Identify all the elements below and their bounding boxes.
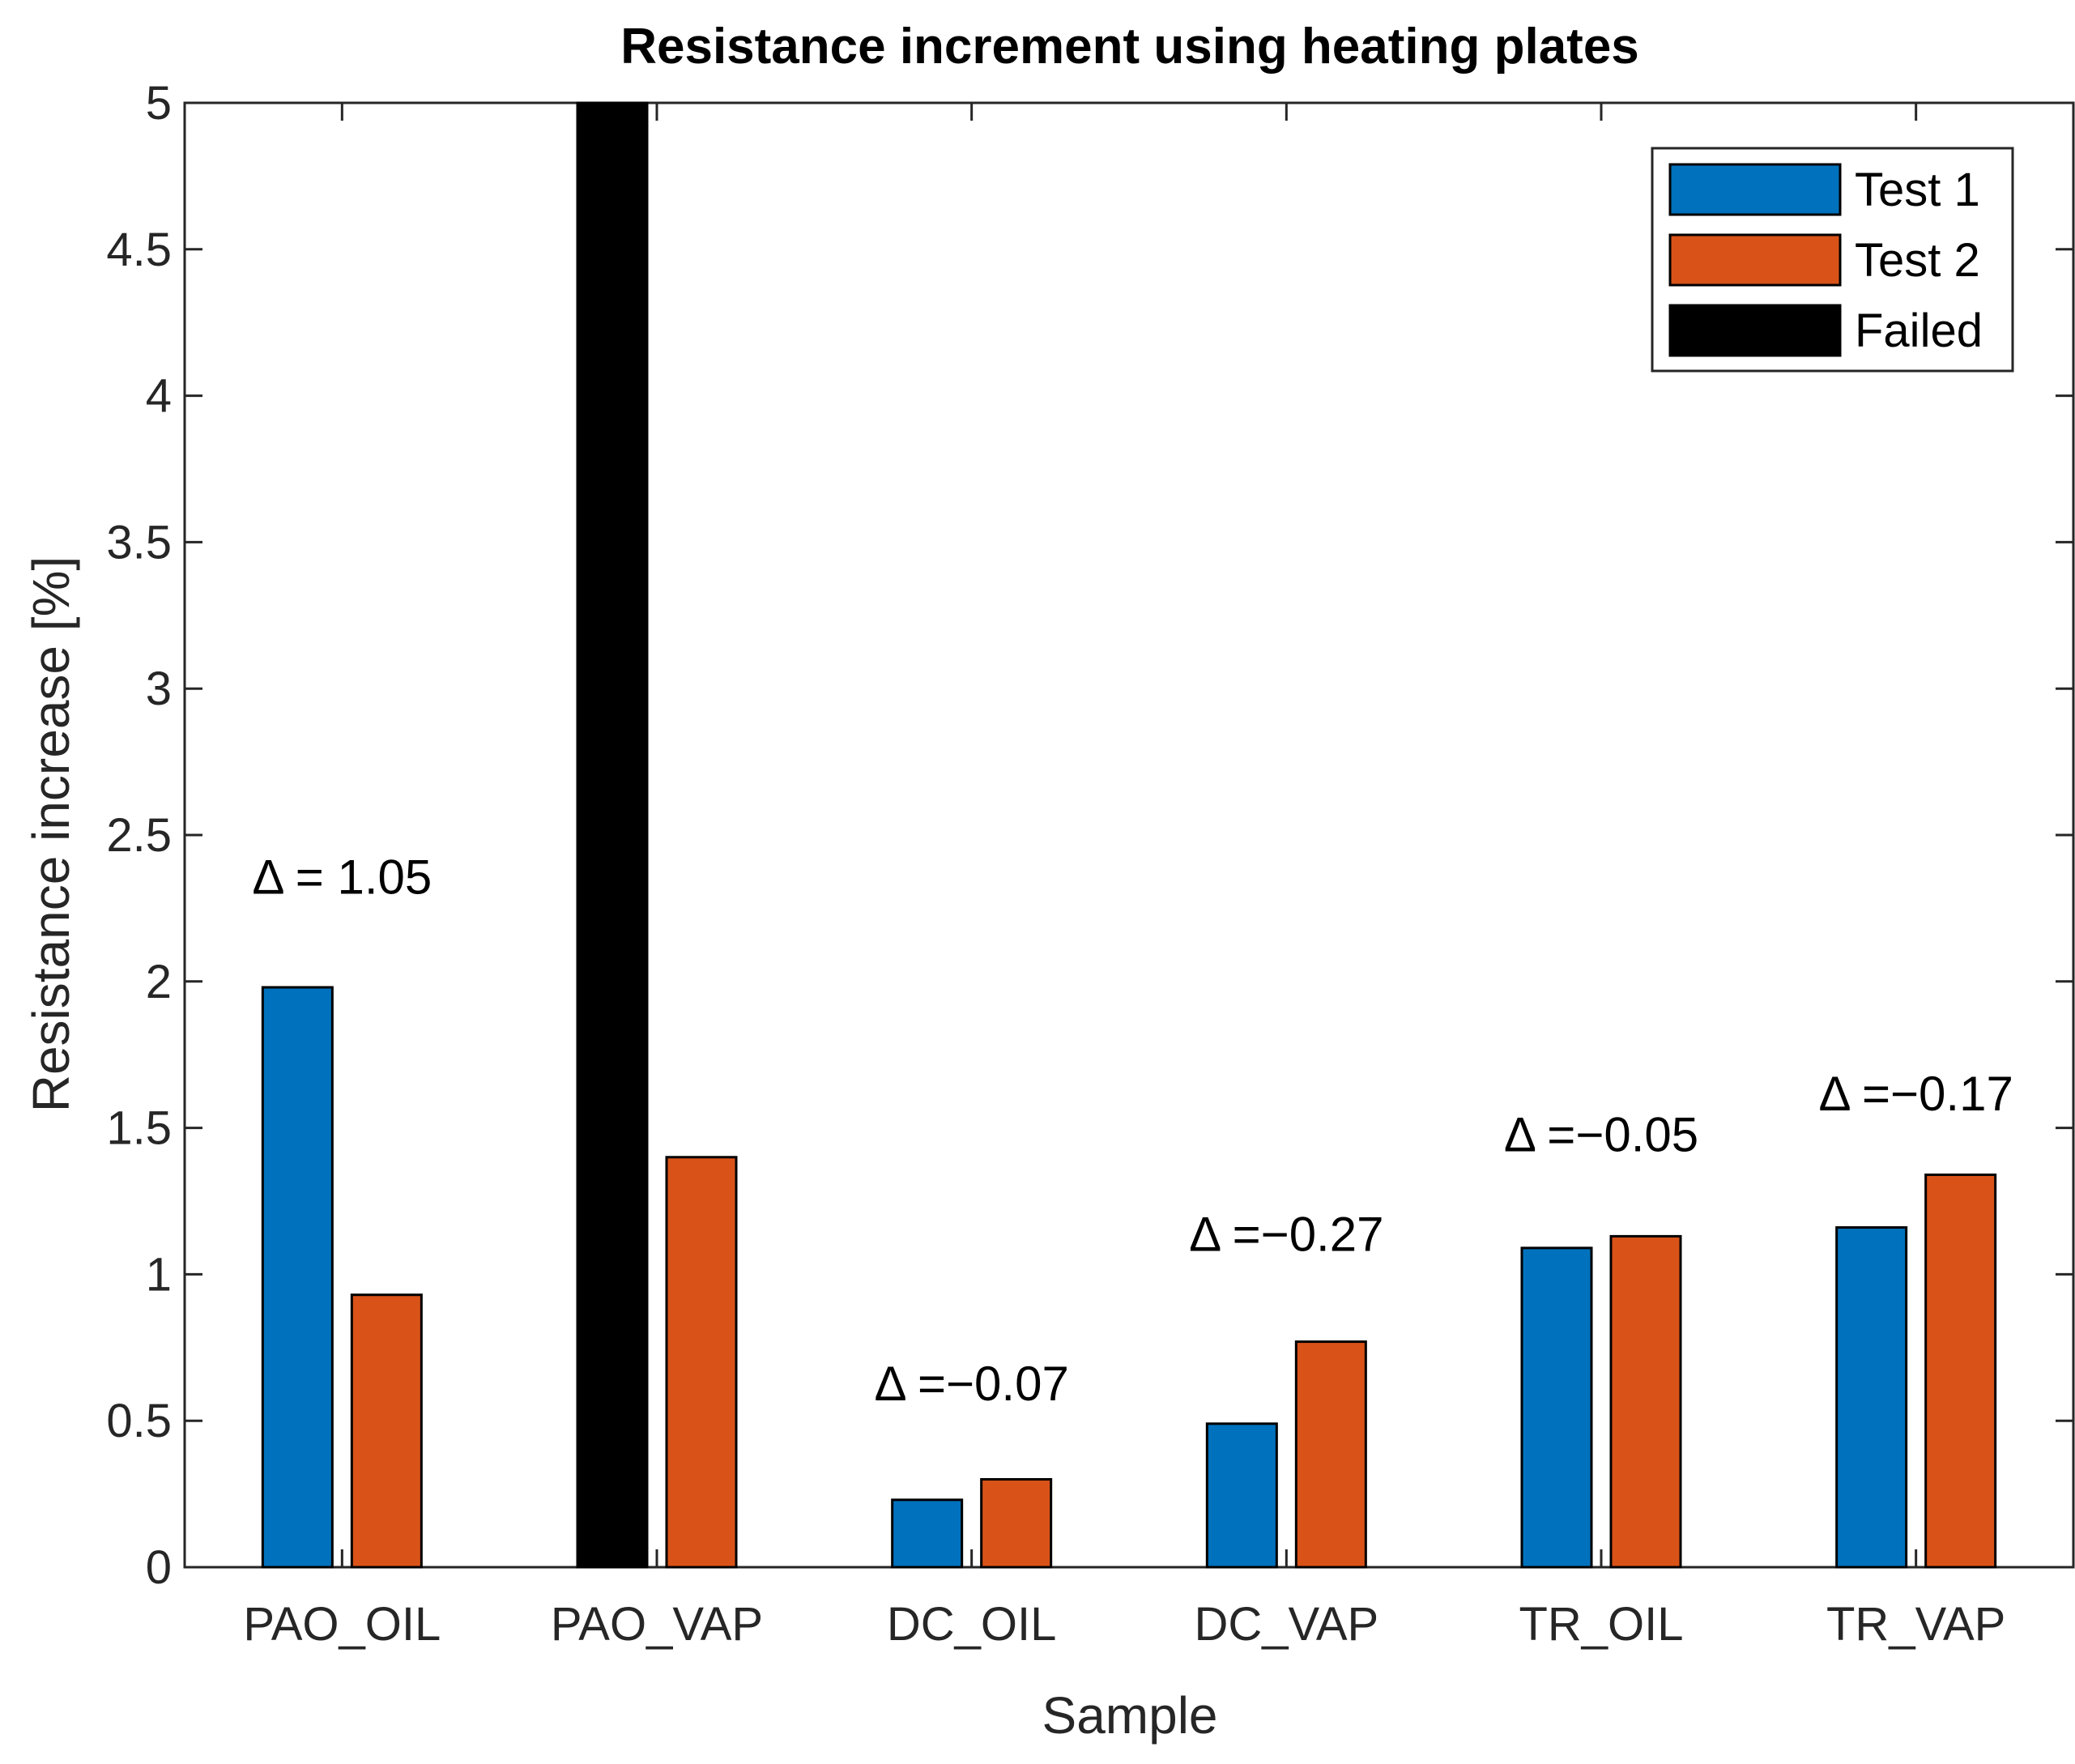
- bar-failed-pao_vap: [576, 101, 649, 1569]
- y-tick-label: 2.5: [106, 809, 172, 862]
- x-tick-label: DC_OIL: [887, 1598, 1057, 1651]
- bar-test-1-dc_vap: [1205, 1422, 1278, 1569]
- y-tick-label: 1.5: [106, 1102, 172, 1155]
- legend-swatch: [1668, 304, 1842, 357]
- y-axis-label: Resistance increase [%]: [22, 556, 80, 1113]
- bar-test-2-pao_oil: [350, 1293, 423, 1569]
- x-tick-label: PAO_OIL: [243, 1598, 441, 1651]
- y-tick-label: 4: [146, 370, 172, 423]
- y-tick-label: 1: [146, 1248, 172, 1301]
- x-axis-label: Sample: [1042, 1686, 1218, 1745]
- y-tick-label: 3: [146, 663, 172, 715]
- bar-test-2-dc_oil: [980, 1478, 1053, 1569]
- y-tick-label: 0: [146, 1541, 172, 1594]
- bar-test-1-dc_oil: [891, 1498, 964, 1569]
- bar-test-2-tr_vap: [1924, 1173, 1997, 1569]
- delta-annotation: Δ =−0.05: [1504, 1108, 1698, 1162]
- x-tick-label: TR_VAP: [1826, 1598, 2005, 1651]
- x-tick-label: DC_VAP: [1194, 1598, 1378, 1651]
- bar-test-1-pao_oil: [261, 986, 334, 1569]
- legend-label: Failed: [1855, 305, 1983, 357]
- delta-annotation: Δ =−0.17: [1819, 1067, 2013, 1121]
- delta-annotation: Δ =−0.27: [1189, 1207, 1383, 1261]
- y-tick-label: 0.5: [106, 1395, 172, 1447]
- y-tick-label: 2: [146, 956, 172, 1008]
- bar-test-1-tr_oil: [1520, 1246, 1593, 1569]
- delta-annotation: Δ =−0.07: [875, 1357, 1069, 1411]
- bar-test-2-pao_vap: [665, 1156, 738, 1569]
- legend-swatch: [1668, 233, 1842, 287]
- x-tick-label: PAO_VAP: [551, 1598, 763, 1651]
- legend-label: Test 2: [1855, 234, 1980, 287]
- x-tick-label: TR_OIL: [1519, 1598, 1683, 1651]
- bar-test-1-tr_vap: [1835, 1226, 1908, 1569]
- delta-annotation: Δ = 1.05: [252, 850, 432, 904]
- bar-test-2-tr_oil: [1609, 1234, 1682, 1569]
- y-tick-label: 5: [146, 77, 172, 130]
- chart-title: Resistance increment using heating plate…: [620, 19, 1639, 75]
- bar-test-2-dc_vap: [1294, 1340, 1367, 1569]
- y-tick-label: 4.5: [106, 224, 172, 276]
- legend-label: Test 1: [1855, 164, 1980, 216]
- legend-swatch: [1668, 163, 1842, 216]
- y-tick-label: 3.5: [106, 516, 172, 569]
- plot-area: 0 0.5 1 1.5 2 2.5 3 3.5 4 4.5 5 PAO_OIL PAO_VAP DC_OI…: [106, 77, 2075, 1651]
- legend: Test 1 Test 2 Failed: [1651, 147, 2014, 373]
